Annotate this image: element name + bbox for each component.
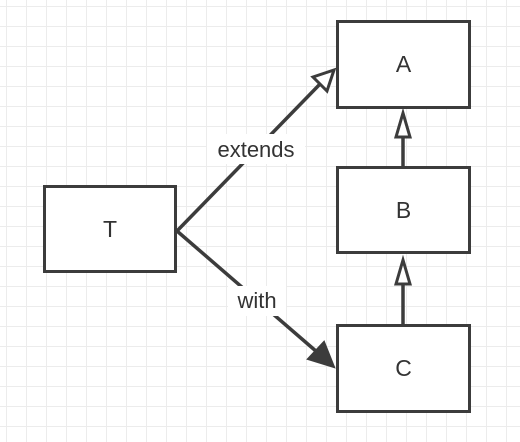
with-label: with bbox=[236, 288, 276, 313]
node-b-label: B bbox=[395, 196, 412, 223]
node-b[interactable]: B bbox=[336, 166, 471, 254]
node-c[interactable]: C bbox=[336, 324, 471, 413]
edge-b-extends-a bbox=[394, 107, 412, 166]
node-c-label: C bbox=[395, 355, 412, 381]
node-t[interactable]: T bbox=[43, 185, 177, 273]
extends-label: extends bbox=[217, 137, 294, 162]
node-a[interactable]: A bbox=[336, 20, 471, 109]
node-t-label: T bbox=[102, 215, 118, 242]
with-label-bg bbox=[228, 286, 286, 316]
edge-c-extends-b bbox=[394, 254, 412, 324]
extends-label-bg bbox=[207, 134, 305, 164]
node-a-label: A bbox=[395, 51, 412, 77]
